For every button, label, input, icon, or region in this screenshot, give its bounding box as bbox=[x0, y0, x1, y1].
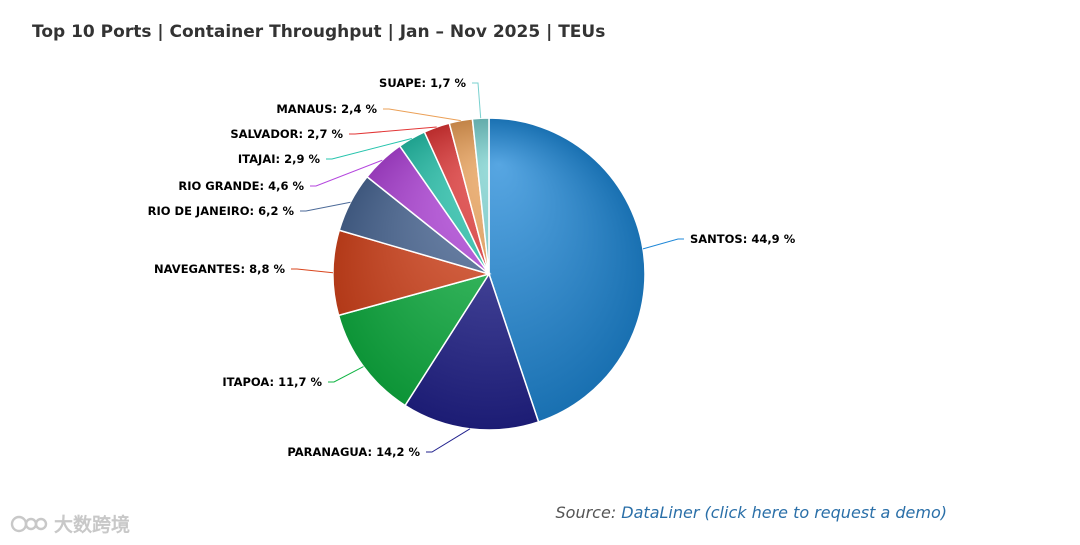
slice-label-suape: SUAPE: 1,7 % bbox=[379, 76, 466, 90]
leader-line-paranagua bbox=[426, 428, 471, 453]
pie-slice-navegantes[interactable] bbox=[332, 229, 492, 317]
slice-label-navegantes: NAVEGANTES: 8,8 % bbox=[154, 262, 285, 276]
source-prefix: Source: bbox=[555, 503, 622, 522]
slice-label-itapoa: ITAPOA: 11,7 % bbox=[222, 375, 322, 389]
slice-label-manaus: MANAUS: 2,4 % bbox=[276, 102, 377, 116]
leader-line-suape bbox=[472, 82, 482, 119]
slice-label-paranagua: PARANAGUA: 14,2 % bbox=[287, 445, 420, 459]
source-link[interactable]: DataLiner (click here to request a demo) bbox=[621, 503, 947, 522]
watermark-logo-icon bbox=[10, 515, 48, 532]
leader-line-manaus bbox=[383, 108, 461, 122]
pie-slice-suape[interactable] bbox=[471, 117, 490, 275]
leader-line-salvador bbox=[349, 126, 437, 135]
slice-label-rio-de-janeiro: RIO DE JANEIRO: 6,2 % bbox=[148, 204, 295, 218]
leader-line-santos bbox=[642, 238, 684, 250]
leader-line-rio-grande bbox=[310, 159, 383, 187]
leader-line-rio-de-janeiro bbox=[300, 201, 351, 212]
slice-label-rio-grande: RIO GRANDE: 4,6 % bbox=[178, 179, 304, 193]
source-note: Source: DataLiner (click here to request… bbox=[556, 503, 947, 522]
slice-label-santos: SANTOS: 44,9 % bbox=[690, 232, 796, 246]
leader-line-navegantes bbox=[291, 268, 334, 274]
leader-line-itajai bbox=[326, 138, 412, 160]
pie-slice-santos[interactable] bbox=[488, 117, 646, 423]
slice-label-itajai: ITAJAI: 2,9 % bbox=[238, 152, 321, 166]
chart-title: Top 10 Ports | Container Throughput | Ja… bbox=[32, 22, 606, 42]
slice-label-salvador: SALVADOR: 2,7 % bbox=[230, 127, 343, 141]
watermark: 大数跨境 bbox=[10, 510, 130, 537]
leader-line-itapoa bbox=[328, 366, 364, 383]
watermark-text: 大数跨境 bbox=[54, 514, 131, 536]
